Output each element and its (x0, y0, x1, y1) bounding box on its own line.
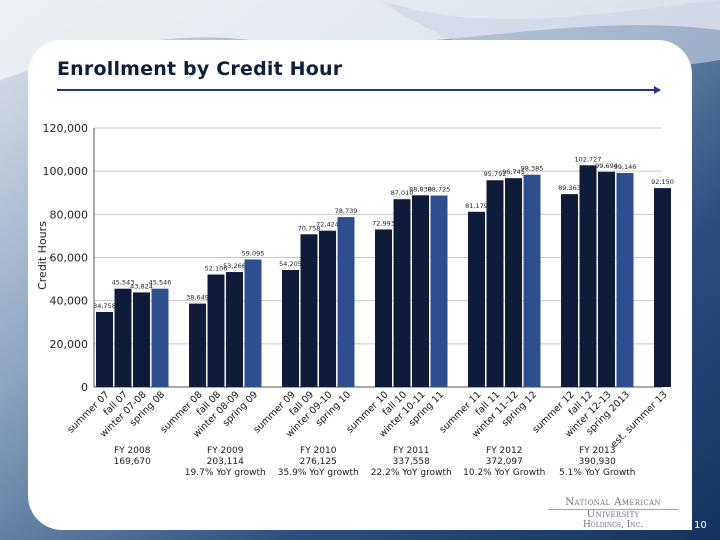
fy-summary: FY 2011 337,558 22.2% YoY growth (356, 446, 466, 479)
title-rule (57, 89, 660, 91)
data-label: 43,824 (130, 282, 153, 290)
data-label: 72,993 (372, 219, 395, 227)
fy-growth: 22.2% YoY growth (370, 468, 452, 478)
data-label: 78,739 (335, 207, 358, 215)
bar (561, 194, 578, 387)
y-tick-label: 40,000 (50, 295, 89, 308)
data-label: 81,179 (465, 202, 488, 210)
data-label: 88,725 (428, 186, 451, 194)
bar (114, 288, 132, 387)
bar (133, 292, 150, 387)
slide-title: Enrollment by Credit Hour (57, 58, 343, 80)
logo-divider (548, 509, 678, 510)
bar (486, 180, 504, 387)
title-rule-arrow (654, 86, 661, 94)
data-label: 45,543 (112, 279, 135, 287)
data-label: 92,150 (651, 178, 674, 186)
fy-growth: 35.9% YoY growth (277, 468, 359, 478)
logo-line-1: National American University (565, 496, 661, 520)
fy-label: FY 2008 (114, 446, 151, 456)
bar (151, 288, 169, 387)
fy-label: FY 2009 (207, 446, 244, 456)
y-tick-label: 120,000 (43, 122, 89, 135)
bar (96, 311, 113, 387)
fy-label: FY 2010 (300, 446, 337, 456)
bar (207, 274, 225, 387)
fy-summary: FY 2008 169,670 (77, 446, 187, 468)
fy-summary: FY 2012 372,097 10.2% YoY Growth (449, 446, 559, 479)
fy-total: 203,114 (206, 457, 244, 467)
bar (598, 171, 615, 387)
bar (319, 230, 336, 387)
bar (189, 303, 206, 387)
fy-summary: FY 2013 390,930 5.1% YoY Growth (542, 446, 652, 479)
data-label: 72,424 (316, 221, 339, 229)
data-label: 45,546 (149, 279, 172, 287)
fy-total: 337,558 (392, 457, 430, 467)
fy-summary: FY 2009 203,114 19.7% YoY growth (170, 446, 280, 479)
data-label: 99,694 (595, 162, 618, 170)
bar (226, 272, 243, 387)
bar (300, 234, 318, 387)
data-label: 54,205 (279, 260, 302, 268)
y-tick-label: 0 (81, 381, 88, 394)
bar (375, 229, 392, 387)
y-tick-label: 20,000 (50, 338, 89, 351)
bar (505, 178, 522, 387)
data-label: 99,146 (614, 163, 637, 171)
fy-label: FY 2011 (393, 446, 430, 456)
bar (430, 195, 448, 387)
data-label: 34,758 (93, 302, 116, 310)
fy-total: 372,097 (485, 457, 523, 467)
bar (654, 188, 671, 387)
bar (616, 173, 634, 387)
data-label: 89,363 (558, 184, 581, 192)
data-label: 102,727 (575, 155, 602, 163)
bar (337, 217, 355, 387)
data-label: 88,830 (409, 185, 432, 193)
fy-summary: FY 2010 276,125 35.9% YoY growth (263, 446, 373, 479)
y-axis-label: Credit Hours (36, 221, 49, 290)
bar (412, 195, 429, 387)
fy-growth: 19.7% YoY growth (184, 468, 266, 478)
data-label: 96,745 (502, 168, 525, 176)
y-tick-label: 100,000 (43, 165, 89, 178)
bar (393, 199, 411, 387)
data-label: 53,266 (223, 262, 246, 270)
fy-total: 276,125 (299, 457, 337, 467)
data-label: 59,095 (242, 249, 265, 257)
bar (579, 165, 597, 387)
fy-growth: 5.1% YoY Growth (559, 468, 636, 478)
fy-growth: 10.2% YoY Growth (463, 468, 546, 478)
page-number: 10 (694, 520, 707, 531)
fy-label: FY 2012 (486, 446, 523, 456)
data-label: 38,649 (186, 294, 209, 302)
fy-total: 390,930 (578, 457, 616, 467)
bar (468, 211, 485, 387)
data-label: 98,385 (521, 165, 544, 173)
data-label: 52,106 (205, 265, 228, 273)
bar (282, 270, 299, 387)
company-logo: National American University Holdings, I… (548, 496, 678, 530)
y-tick-label: 60,000 (50, 252, 89, 265)
bar (244, 259, 262, 387)
fy-total: 169,670 (113, 457, 151, 467)
bar (523, 174, 541, 387)
y-tick-label: 80,000 (50, 208, 89, 221)
fy-label: FY 2013 (579, 446, 616, 456)
logo-line-2: Holdings, Inc. (582, 520, 644, 530)
data-label: 70,758 (298, 224, 321, 232)
data-label: 87,010 (391, 189, 414, 197)
data-label: 95,792 (484, 170, 507, 178)
